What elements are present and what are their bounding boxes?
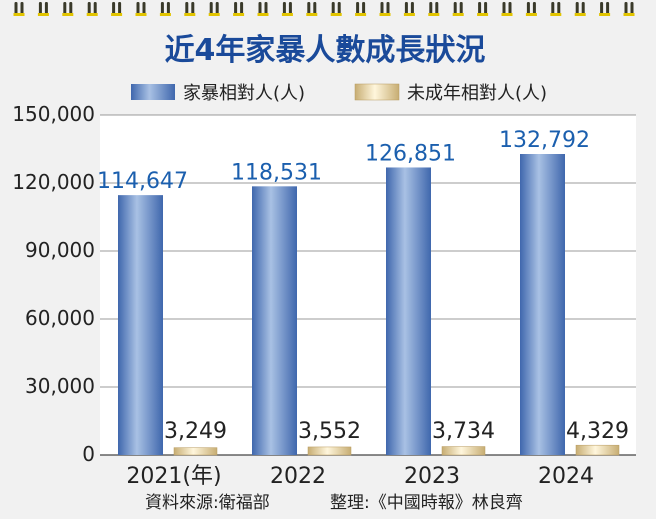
legend-label-series-1: 家暴相對人(人) xyxy=(183,83,305,104)
chart-title: 近4年家暴人數成長狀況 xyxy=(165,33,486,68)
binder-ring xyxy=(37,2,49,16)
binder-ring xyxy=(330,2,342,16)
bars xyxy=(118,154,620,456)
value-label-series-2: 4,329 xyxy=(566,419,629,444)
value-label-series-1: 118,531 xyxy=(231,160,322,185)
binder-ring xyxy=(184,2,196,16)
binder-ring xyxy=(477,2,489,16)
binder-ring xyxy=(599,2,611,16)
y-tick-label: 90,000 xyxy=(25,238,95,262)
binder-ring xyxy=(550,2,562,16)
binder-ring xyxy=(379,2,391,16)
value-label-series-1: 114,647 xyxy=(97,169,188,194)
bar-series-1 xyxy=(252,186,297,456)
binder-ring xyxy=(159,2,171,16)
legend-label-series-2: 未成年相對人(人) xyxy=(407,83,547,104)
bar-series-1 xyxy=(386,167,431,455)
x-tick-label: 2022 xyxy=(270,464,326,489)
binder-ring xyxy=(403,2,415,16)
bar-series-2 xyxy=(307,446,352,456)
binder-ring xyxy=(623,2,635,16)
binder-ring xyxy=(428,2,440,16)
value-labels: 114,647 3,249 118,531 3,552 126,851 3,734 132,… xyxy=(97,128,629,444)
bar-series-1 xyxy=(118,195,163,455)
y-axis-tick-labels: 0 30,000 60,000 90,000 120,000 150,000 xyxy=(12,102,95,466)
binder-ring xyxy=(281,2,293,16)
y-tick-label: 150,000 xyxy=(12,102,95,126)
binder-ring xyxy=(208,2,220,16)
footer-editor: 整理:《中國時報》林良齊 xyxy=(330,493,523,513)
footer-source: 資料來源:衛福部 xyxy=(145,493,270,513)
bar-series-2 xyxy=(575,444,620,456)
y-tick-label: 60,000 xyxy=(25,306,95,330)
bar-series-2 xyxy=(173,447,218,456)
value-label-series-2: 3,734 xyxy=(432,419,495,444)
legend-swatch-series-2 xyxy=(354,83,400,101)
binder-ring xyxy=(111,2,123,16)
y-tick-label: 30,000 xyxy=(25,374,95,398)
binder-ring xyxy=(86,2,98,16)
legend-swatch-series-1 xyxy=(131,84,175,100)
bar-series-2 xyxy=(441,446,486,456)
value-label-series-1: 132,792 xyxy=(499,128,590,153)
binder-rings-decoration xyxy=(13,2,635,16)
value-label-series-1: 126,851 xyxy=(365,141,456,166)
y-tick-label: 0 xyxy=(82,442,95,466)
binder-ring xyxy=(574,2,586,16)
binder-ring xyxy=(452,2,464,16)
binder-ring xyxy=(257,2,269,16)
bar-series-1 xyxy=(520,154,565,455)
legend: 家暴相對人(人) 未成年相對人(人) xyxy=(131,83,547,104)
y-tick-label: 120,000 xyxy=(12,170,95,194)
value-label-series-2: 3,249 xyxy=(164,419,227,444)
x-tick-label: 2024 xyxy=(538,464,594,489)
binder-ring xyxy=(355,2,367,16)
x-tick-label: 2023 xyxy=(404,464,460,489)
binder-ring xyxy=(135,2,147,16)
binder-ring xyxy=(501,2,513,16)
binder-ring xyxy=(306,2,318,16)
binder-ring xyxy=(233,2,245,16)
value-label-series-2: 3,552 xyxy=(298,419,361,444)
binder-ring xyxy=(13,2,25,16)
binder-ring xyxy=(525,2,537,16)
x-axis-tick-labels: 2021(年) 2022 2023 2024 xyxy=(126,464,594,489)
x-tick-label: 2021(年) xyxy=(126,464,221,489)
binder-ring xyxy=(62,2,74,16)
